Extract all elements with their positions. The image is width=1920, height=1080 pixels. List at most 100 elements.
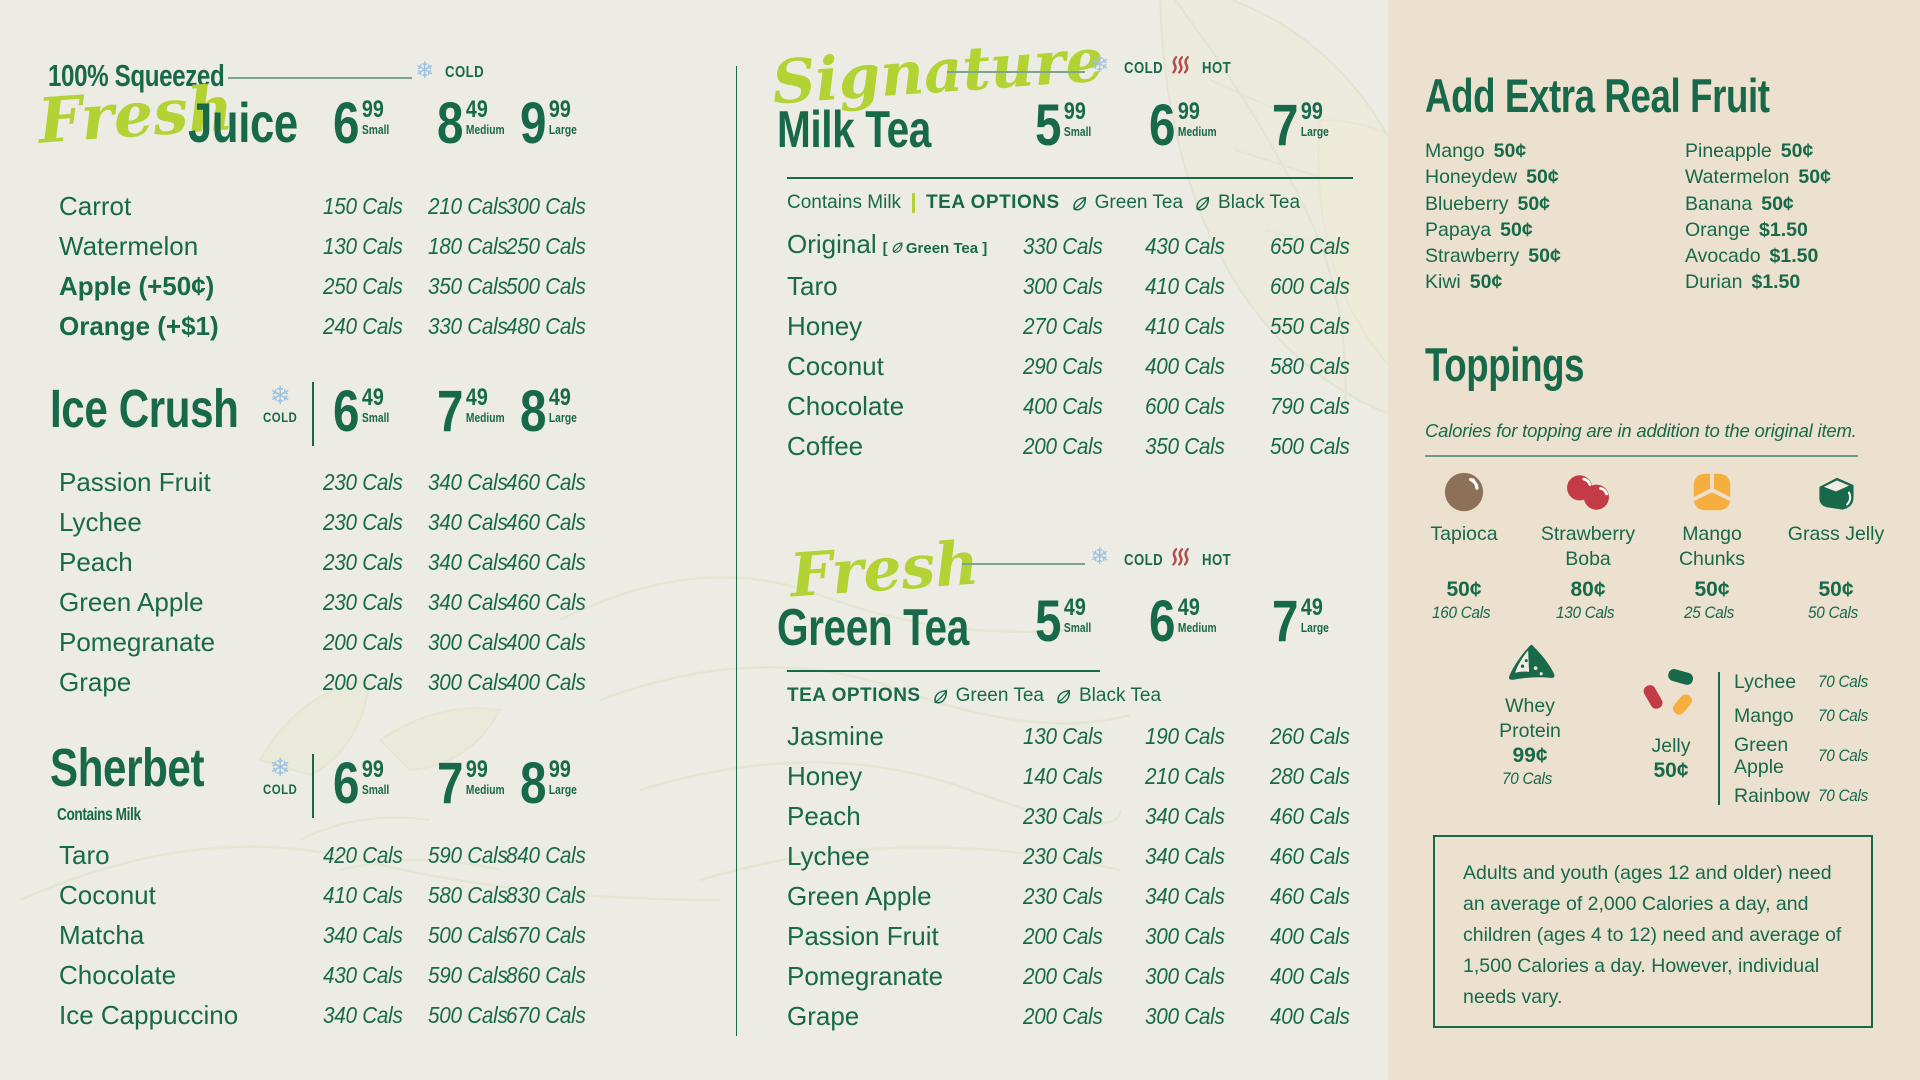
fruit-price: 50¢ bbox=[1500, 218, 1533, 241]
price-size-label: Medium bbox=[465, 123, 505, 137]
item-cals: 840 Cals bbox=[506, 841, 586, 868]
item-name: Ice Cappuccino bbox=[59, 1000, 239, 1030]
item-cals: 300 Cals bbox=[1145, 922, 1225, 949]
item-name: Coconut bbox=[59, 880, 156, 910]
menu-item-row: Original[ Green Tea ] 330 Cals 430 Cals 650… bbox=[787, 226, 1353, 266]
header-rule bbox=[228, 77, 412, 79]
fruit-name: Blueberry bbox=[1425, 192, 1509, 215]
fruit-name: Papaya bbox=[1425, 218, 1492, 241]
item-cals: 460 Cals bbox=[1270, 842, 1350, 869]
item-cals: 270 Cals bbox=[1023, 312, 1103, 339]
price-divider bbox=[312, 382, 314, 446]
item-cals: 250 Cals bbox=[323, 272, 403, 299]
price-size-label: Large bbox=[548, 123, 577, 137]
item-cals: 590 Cals bbox=[428, 841, 508, 868]
price-cents: 99 bbox=[548, 96, 571, 123]
mango-chunks-icon bbox=[1692, 471, 1732, 511]
item-cals: 480 Cals bbox=[506, 312, 586, 339]
item-cals: 460 Cals bbox=[506, 588, 586, 615]
hot-steam-icon bbox=[1172, 56, 1189, 74]
price-medium: 7 99 Medium bbox=[437, 754, 505, 812]
price-small: 6 49 Small bbox=[333, 379, 389, 444]
item-cals: 580 Cals bbox=[1270, 352, 1350, 379]
grass-jelly-icon bbox=[1819, 477, 1854, 510]
item-cals: 340 Cals bbox=[323, 921, 403, 948]
item-name: Taro bbox=[59, 840, 110, 870]
green-tea-items: Jasmine 130 Cals 190 Cals 260 Cals Honey 140 … bbox=[787, 716, 1353, 1036]
item-cals: 500 Cals bbox=[506, 272, 586, 299]
toppings-row-1: Tapioca 50¢ 160 Cals Strawberry Boba 80¢ 130 … bbox=[1402, 466, 1898, 624]
price-small: 5 49 Small bbox=[1035, 589, 1091, 654]
item-name: Taro bbox=[787, 271, 838, 301]
price-dollars: 7 bbox=[437, 379, 464, 444]
green-tea-options: TEA OPTIONS Green Tea Black Tea bbox=[787, 682, 1161, 710]
item-cals: 400 Cals bbox=[1023, 392, 1103, 419]
price-cents: 49 bbox=[1300, 594, 1323, 621]
menu-item-row: Passion Fruit 200 Cals 300 Cals 400 Cals bbox=[787, 916, 1353, 956]
price-dollars: 6 bbox=[333, 379, 360, 444]
menu-item-row: Taro 300 Cals 410 Cals 600 Cals bbox=[787, 266, 1353, 306]
fruit-price: $1.50 bbox=[1751, 271, 1801, 294]
price-dollars: 6 bbox=[333, 751, 360, 816]
menu-item-row: Honey 140 Cals 210 Cals 280 Cals bbox=[787, 756, 1353, 796]
leaf-icon bbox=[1196, 196, 1210, 211]
price-cents: 49 bbox=[465, 384, 488, 411]
fresh-juice-title: Juice bbox=[188, 91, 298, 154]
cold-label: COLD bbox=[262, 410, 298, 425]
fruit-price: 50¢ bbox=[1780, 140, 1814, 162]
topping-name: Tapioca bbox=[1430, 523, 1498, 545]
price-dollars: 9 bbox=[520, 91, 547, 156]
toppings-note: Calories for topping are in addition to … bbox=[1425, 420, 1857, 441]
price-medium: 6 49 Medium bbox=[1149, 592, 1217, 650]
menu-item-row: Passion Fruit 230 Cals 340 Cals 460 Cals bbox=[59, 462, 599, 502]
item-cals: 400 Cals bbox=[506, 668, 586, 695]
item-cals: 250 Cals bbox=[506, 232, 586, 259]
fruit-price: 50¢ bbox=[1517, 192, 1551, 215]
topping-name: Grass Jelly bbox=[1787, 523, 1885, 545]
item-cals: 340 Cals bbox=[1145, 802, 1225, 829]
item-cals: 410 Cals bbox=[323, 881, 403, 908]
item-name: Matcha bbox=[59, 920, 145, 950]
sherbet-items: Taro 420 Cals 590 Cals 840 Cals Coconut 410 C… bbox=[59, 835, 599, 1035]
topping-cals: 50 Cals bbox=[1808, 603, 1859, 622]
section-rule bbox=[787, 670, 1100, 672]
item-name: Lychee bbox=[59, 507, 142, 537]
price-dollars: 5 bbox=[1035, 589, 1062, 654]
price-dollars: 7 bbox=[1272, 589, 1299, 654]
fruit-item: Strawberry 50¢ bbox=[1425, 243, 1561, 269]
menu-item-row: Apple (+50¢) 250 Cals 350 Cals 500 Cals bbox=[59, 266, 599, 306]
header-rule bbox=[962, 563, 1085, 565]
item-cals: 260 Cals bbox=[1270, 722, 1350, 749]
price-cents: 99 bbox=[1177, 98, 1200, 125]
price-size-label: Medium bbox=[1177, 125, 1217, 139]
item-cals: 300 Cals bbox=[1145, 1002, 1225, 1029]
item-name: Coconut bbox=[787, 351, 884, 381]
calorie-disclaimer: Adults and youth (ages 12 and older) nee… bbox=[1433, 835, 1873, 1028]
menu-item-row: Watermelon 130 Cals 180 Cals 250 Cals bbox=[59, 226, 599, 266]
topping-cals: 160 Cals bbox=[1431, 603, 1491, 622]
item-cals: 500 Cals bbox=[428, 1001, 508, 1028]
topping-name: Jelly bbox=[1651, 735, 1691, 757]
menu-item-row: Pomegranate 200 Cals 300 Cals 400 Cals bbox=[59, 622, 599, 662]
flavor-name: Green Apple bbox=[1734, 734, 1789, 778]
price-cents: 49 bbox=[548, 384, 571, 411]
price-medium: 6 99 Medium bbox=[1149, 96, 1217, 154]
jelly-flavor-row: Lychee 70 Cals bbox=[1734, 666, 1874, 698]
menu-item-row: Jasmine 130 Cals 190 Cals 260 Cals bbox=[787, 716, 1353, 756]
fruit-name: Mango bbox=[1425, 140, 1485, 162]
price-size-label: Large bbox=[548, 783, 577, 797]
item-cals: 460 Cals bbox=[1270, 802, 1350, 829]
fruit-price: 50¢ bbox=[1761, 192, 1794, 215]
price-small: 6 99 Small bbox=[333, 751, 389, 816]
jelly-flavor-row: Rainbow 70 Cals bbox=[1734, 780, 1874, 812]
strawberry-boba-icon bbox=[1567, 474, 1609, 510]
fruit-price: 50¢ bbox=[1493, 140, 1527, 162]
price-size-label: Medium bbox=[465, 783, 505, 797]
fruit-price: $1.50 bbox=[1759, 218, 1808, 241]
cold-badge: ❄ COLD bbox=[252, 755, 308, 797]
topping-name: Whey Protein bbox=[1499, 695, 1561, 742]
item-cals: 240 Cals bbox=[323, 312, 403, 339]
topping-cals: 70 Cals bbox=[1502, 769, 1553, 788]
fruit-item: Mango 50¢ bbox=[1425, 138, 1561, 164]
item-cals: 500 Cals bbox=[1270, 432, 1350, 459]
